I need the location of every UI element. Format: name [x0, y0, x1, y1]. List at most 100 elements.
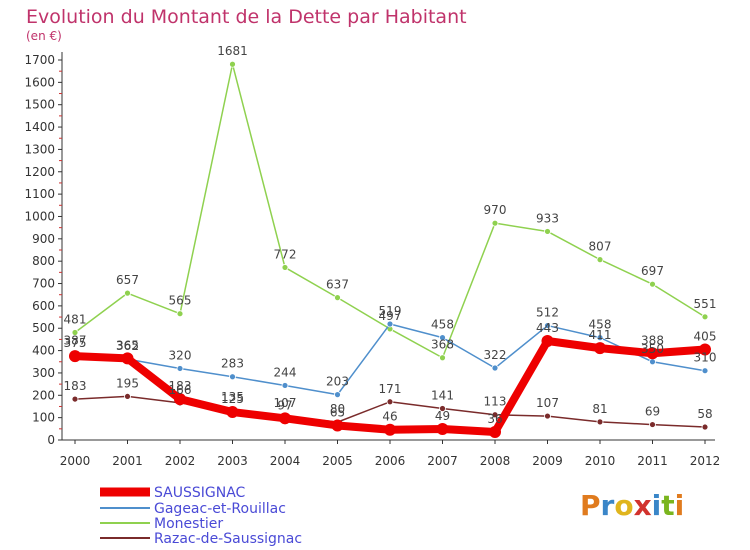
data-label: 80 — [330, 402, 345, 416]
data-point — [121, 352, 134, 365]
logo-letter: P — [580, 489, 601, 522]
data-point — [124, 289, 131, 297]
x-tick-label: 2004 — [270, 454, 301, 468]
data-point — [649, 358, 656, 366]
data-point — [69, 350, 81, 363]
legend-label: SAUSSIGNAC — [154, 485, 246, 501]
y-tick-label: 700 — [32, 277, 55, 291]
data-label: 81 — [592, 402, 607, 416]
data-label: 807 — [589, 240, 612, 254]
data-point — [279, 412, 291, 425]
data-label: 497 — [379, 309, 402, 323]
data-point — [281, 382, 289, 389]
y-tick-label: 500 — [32, 321, 55, 335]
y-tick-label: 1000 — [24, 209, 55, 223]
y-tick-label: 1200 — [24, 165, 55, 179]
data-label: 69 — [645, 405, 660, 419]
data-label: 375 — [64, 336, 87, 350]
data-point — [386, 320, 394, 328]
data-label: 244 — [274, 365, 297, 379]
data-label: 141 — [431, 388, 454, 402]
data-label: 551 — [694, 297, 717, 311]
data-label: 933 — [536, 211, 559, 225]
y-tick-label: 100 — [32, 411, 55, 425]
data-label: 183 — [64, 379, 87, 393]
proxiti-logo: Proxiti — [580, 489, 684, 522]
data-point — [439, 405, 446, 412]
data-label: 171 — [379, 382, 402, 396]
chart-title: Evolution du Montant de la Dette par Hab… — [26, 6, 467, 28]
data-label: 195 — [116, 376, 139, 390]
legend-label: Razac-de-Saussignac — [154, 531, 302, 547]
y-tick-label: 1600 — [24, 75, 55, 89]
legend-swatch — [100, 487, 150, 497]
x-tick-label: 2009 — [532, 454, 563, 468]
data-label: 970 — [484, 203, 507, 217]
data-label: 443 — [536, 321, 559, 335]
data-point — [489, 425, 501, 438]
data-label: 565 — [169, 294, 192, 308]
data-point — [176, 365, 184, 372]
data-label: 58 — [697, 407, 712, 421]
legend: SAUSSIGNACGageac-et-RouillacMonestierRaz… — [100, 485, 302, 547]
legend-item: Monestier — [100, 516, 223, 532]
data-label: 411 — [589, 328, 612, 342]
data-label: 49 — [435, 409, 450, 423]
series-saussignac — [69, 334, 711, 438]
x-tick-label: 2012 — [690, 454, 721, 468]
data-label: 166 — [169, 383, 192, 397]
x-tick-label: 2011 — [637, 454, 668, 468]
data-point — [174, 393, 186, 406]
data-point — [439, 354, 446, 362]
x-tick-label: 2006 — [375, 454, 406, 468]
data-label: 481 — [64, 312, 87, 326]
data-label: 125 — [221, 392, 244, 406]
data-point — [386, 398, 394, 406]
data-point — [334, 294, 341, 302]
x-tick-label: 2007 — [427, 454, 458, 468]
data-label: 113 — [484, 395, 507, 409]
data-label: 203 — [326, 375, 349, 389]
data-point — [229, 60, 236, 68]
data-point — [701, 313, 709, 321]
data-point — [701, 367, 709, 375]
data-label: 350 — [641, 342, 664, 356]
data-label: 697 — [641, 264, 664, 278]
series-monestier — [71, 60, 709, 362]
y-tick-label: 1300 — [24, 142, 55, 156]
legend-label: Monestier — [154, 516, 223, 532]
logo-letter: r — [601, 489, 615, 522]
x-tick-label: 2002 — [165, 454, 196, 468]
data-point — [176, 310, 184, 318]
x-tick-label: 2001 — [112, 454, 143, 468]
logo-letter: i — [652, 489, 662, 522]
data-label: 1681 — [217, 44, 248, 58]
y-tick-label: 900 — [32, 232, 55, 246]
legend-item: Gageac-et-Rouillac — [100, 501, 286, 517]
data-label: 322 — [484, 348, 507, 362]
data-point — [71, 329, 79, 336]
data-label: 458 — [589, 318, 612, 332]
data-label: 310 — [694, 351, 717, 365]
x-tick-label: 2010 — [585, 454, 616, 468]
data-label: 97 — [277, 398, 292, 412]
data-point — [544, 412, 551, 420]
data-label: 388 — [641, 333, 664, 347]
data-point — [649, 421, 656, 428]
y-tick-label: 600 — [32, 299, 55, 313]
data-point — [331, 419, 344, 432]
data-label: 107 — [536, 396, 559, 410]
data-label: 519 — [379, 304, 402, 318]
data-label: 365 — [116, 338, 139, 352]
x-tick-label: 2000 — [60, 454, 91, 468]
chart-subtitle: (en €) — [26, 29, 62, 43]
data-point — [334, 391, 341, 399]
data-label: 405 — [694, 329, 717, 343]
data-point — [544, 322, 551, 329]
y-tick-label: 1100 — [24, 187, 55, 201]
y-tick-label: 300 — [32, 366, 55, 380]
y-tick-label: 800 — [32, 254, 55, 268]
data-point — [701, 423, 709, 431]
data-point — [594, 342, 606, 355]
data-label: 387 — [64, 333, 87, 347]
